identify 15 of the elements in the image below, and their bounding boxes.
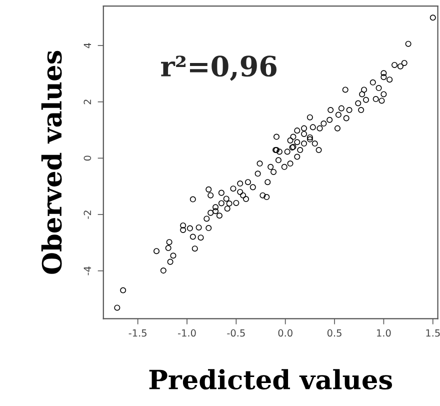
x-tick-label: -1.5 bbox=[128, 329, 146, 337]
x-tick-label: -0.5 bbox=[227, 329, 245, 337]
y-axis-title: Oberved values bbox=[41, 50, 62, 274]
x-tick-label: 1.5 bbox=[426, 329, 440, 337]
x-tick-label: 0.0 bbox=[278, 329, 292, 337]
x-tick-label: 0.5 bbox=[327, 329, 342, 337]
y-tick-label: 2 bbox=[84, 100, 91, 104]
y-tick-label: -4 bbox=[84, 266, 91, 276]
x-axis-title: Predicted values bbox=[149, 369, 392, 390]
x-tick-label: -1.0 bbox=[178, 329, 196, 337]
y-tick-label: 4 bbox=[84, 42, 91, 48]
y-tick-label: 0 bbox=[84, 156, 92, 161]
annotation: r²=0,96 bbox=[161, 56, 276, 81]
x-tick-label: 1.0 bbox=[377, 329, 391, 337]
y-tick-label: -2 bbox=[84, 210, 91, 219]
